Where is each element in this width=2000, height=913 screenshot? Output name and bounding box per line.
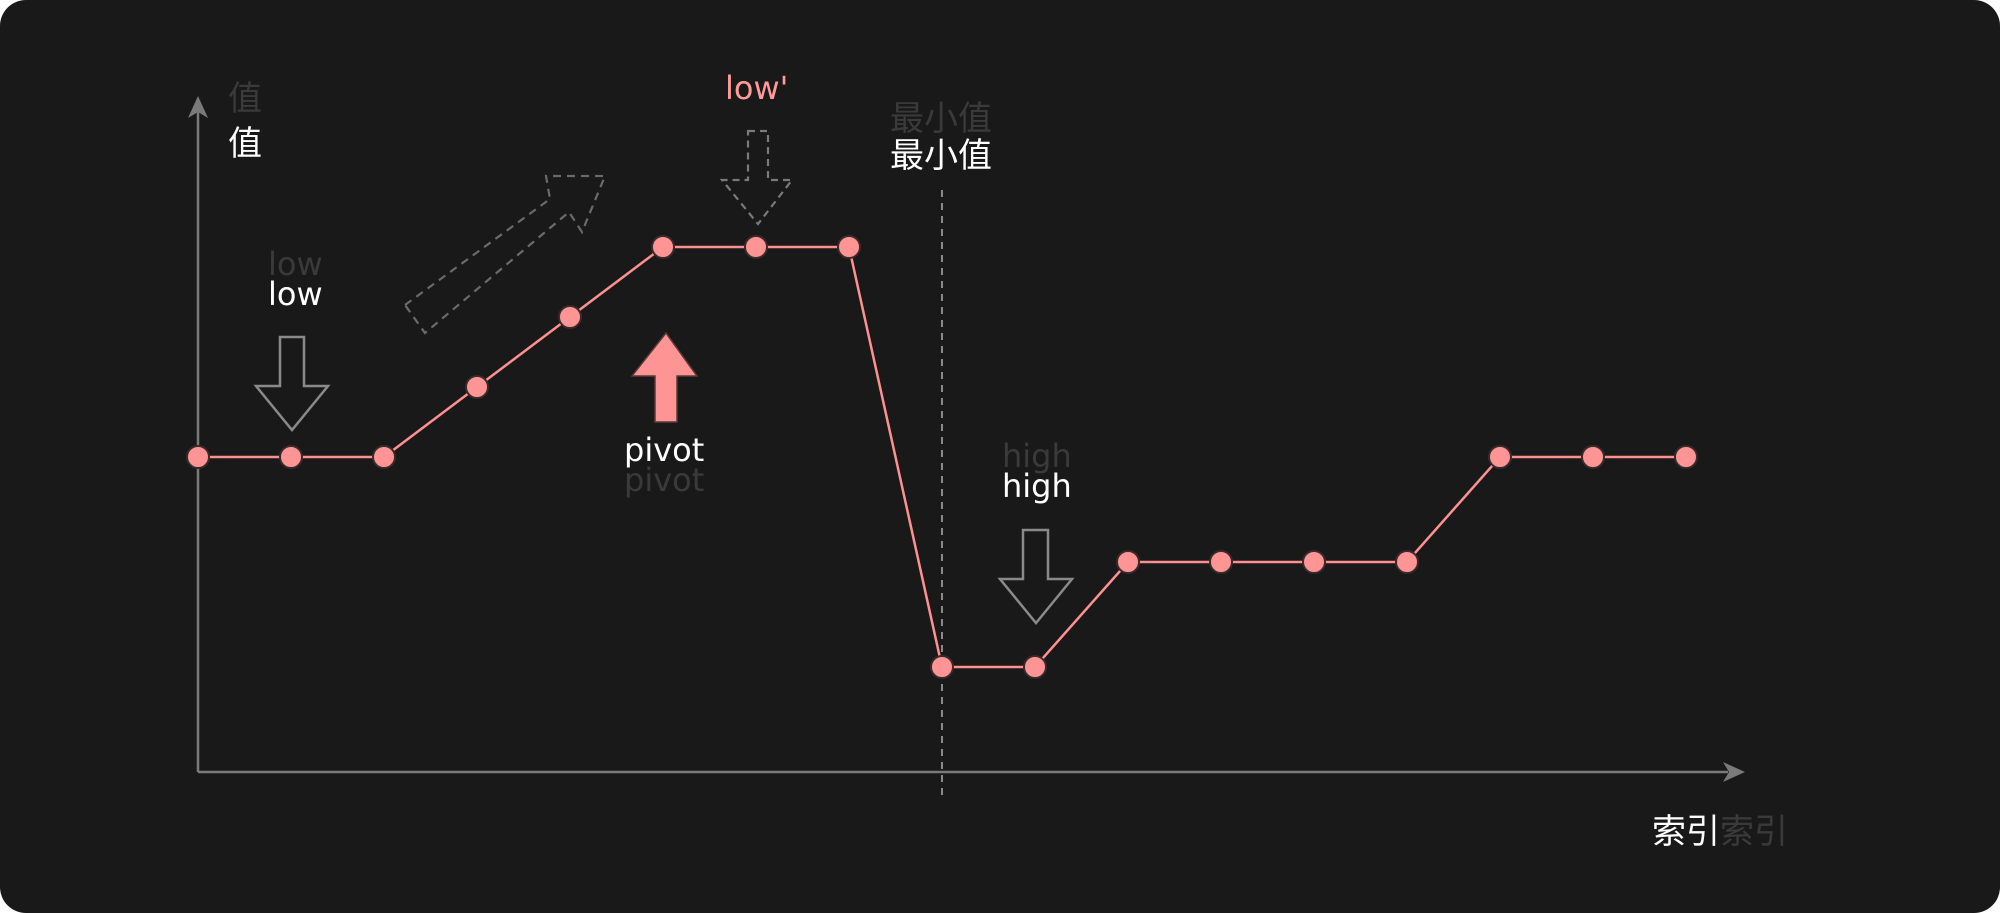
high-label-ghost: high bbox=[1002, 437, 1072, 475]
data-point-14 bbox=[1488, 445, 1512, 469]
data-point-11 bbox=[1209, 550, 1233, 574]
low-prime-down-arrow bbox=[719, 129, 795, 226]
minimum-label: 最小值 bbox=[890, 136, 992, 176]
y-axis-label: 值 bbox=[228, 124, 262, 164]
low-prime-label: low' bbox=[725, 69, 788, 107]
y-axis-arrowhead bbox=[188, 96, 208, 118]
y-axis-label-ghost: 值 bbox=[228, 79, 262, 119]
pivot-label: pivot bbox=[624, 431, 704, 469]
data-point-7 bbox=[837, 235, 861, 259]
data-point-16 bbox=[1674, 445, 1698, 469]
x-axis-label-ghost: 索引 bbox=[1720, 812, 1788, 852]
data-point-0 bbox=[186, 445, 210, 469]
data-point-12 bbox=[1302, 550, 1326, 574]
high-down-arrow bbox=[997, 528, 1075, 625]
x-axis-arrowhead bbox=[1723, 762, 1745, 782]
pivot-label-ghost: pivot bbox=[624, 461, 704, 499]
high-label: high bbox=[1002, 467, 1072, 505]
data-point-2 bbox=[372, 445, 396, 469]
data-point-4 bbox=[558, 305, 582, 329]
minimum-label-ghost: 最小值 bbox=[890, 99, 992, 139]
data-point-9 bbox=[1023, 655, 1047, 679]
low-move-dashed-arrow bbox=[403, 174, 607, 335]
data-point-5 bbox=[651, 235, 675, 259]
low-label-ghost: low bbox=[268, 245, 323, 283]
low-label: low bbox=[268, 275, 323, 313]
pivot-up-arrow bbox=[630, 331, 699, 423]
value-series bbox=[186, 235, 1698, 679]
data-point-10 bbox=[1116, 550, 1140, 574]
data-point-13 bbox=[1395, 550, 1419, 574]
data-point-15 bbox=[1581, 445, 1605, 469]
data-point-8 bbox=[930, 655, 954, 679]
data-point-3 bbox=[465, 375, 489, 399]
low-down-arrow bbox=[253, 335, 331, 432]
data-point-6 bbox=[744, 235, 768, 259]
data-point-1 bbox=[279, 445, 303, 469]
x-axis-label: 索引 bbox=[1652, 812, 1720, 852]
